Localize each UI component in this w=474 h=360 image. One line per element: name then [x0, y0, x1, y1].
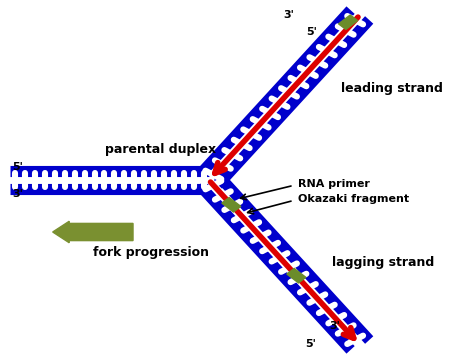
Bar: [287, 269, 306, 283]
Text: 3': 3': [283, 10, 294, 20]
Bar: [222, 198, 241, 212]
Text: leading strand: leading strand: [341, 82, 443, 95]
Text: RNA primer: RNA primer: [299, 179, 370, 189]
Text: parental duplex: parental duplex: [105, 143, 216, 156]
Text: fork progression: fork progression: [93, 246, 209, 259]
Text: lagging strand: lagging strand: [331, 256, 434, 269]
Text: Okazaki fragment: Okazaki fragment: [299, 194, 410, 204]
Text: 5': 5': [306, 338, 317, 348]
Bar: [338, 15, 357, 30]
FancyArrow shape: [53, 221, 133, 243]
Text: 3': 3': [12, 189, 23, 199]
Text: 5': 5': [12, 162, 23, 172]
Text: 3': 3': [329, 321, 340, 331]
Text: 5': 5': [307, 27, 318, 37]
